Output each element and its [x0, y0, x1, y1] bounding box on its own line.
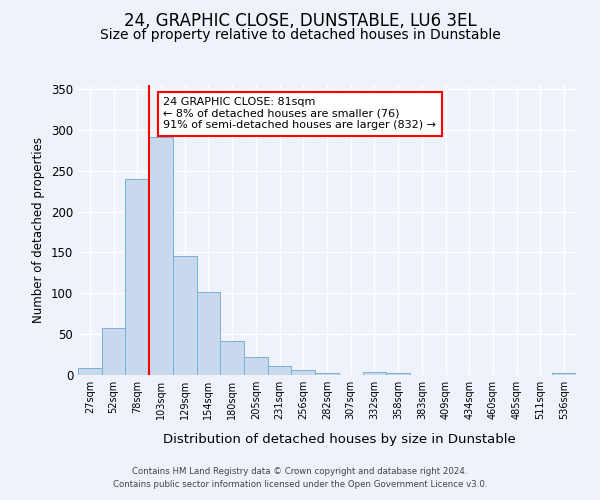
- Bar: [552, 374, 576, 375]
- Bar: [173, 256, 197, 375]
- Bar: [197, 292, 220, 375]
- Text: Distribution of detached houses by size in Dunstable: Distribution of detached houses by size …: [163, 432, 515, 446]
- Text: Contains HM Land Registry data © Crown copyright and database right 2024.: Contains HM Land Registry data © Crown c…: [132, 468, 468, 476]
- Bar: [386, 372, 410, 375]
- Bar: [149, 138, 173, 375]
- Text: Contains public sector information licensed under the Open Government Licence v3: Contains public sector information licen…: [113, 480, 487, 489]
- Bar: [315, 374, 339, 375]
- Y-axis label: Number of detached properties: Number of detached properties: [32, 137, 46, 323]
- Text: 24 GRAPHIC CLOSE: 81sqm
← 8% of detached houses are smaller (76)
91% of semi-det: 24 GRAPHIC CLOSE: 81sqm ← 8% of detached…: [163, 98, 436, 130]
- Text: 24, GRAPHIC CLOSE, DUNSTABLE, LU6 3EL: 24, GRAPHIC CLOSE, DUNSTABLE, LU6 3EL: [124, 12, 476, 30]
- Bar: [220, 340, 244, 375]
- Bar: [292, 370, 315, 375]
- Bar: [102, 328, 125, 375]
- Bar: [362, 372, 386, 375]
- Bar: [125, 179, 149, 375]
- Bar: [244, 357, 268, 375]
- Bar: [78, 368, 102, 375]
- Bar: [268, 366, 292, 375]
- Text: Size of property relative to detached houses in Dunstable: Size of property relative to detached ho…: [100, 28, 500, 42]
